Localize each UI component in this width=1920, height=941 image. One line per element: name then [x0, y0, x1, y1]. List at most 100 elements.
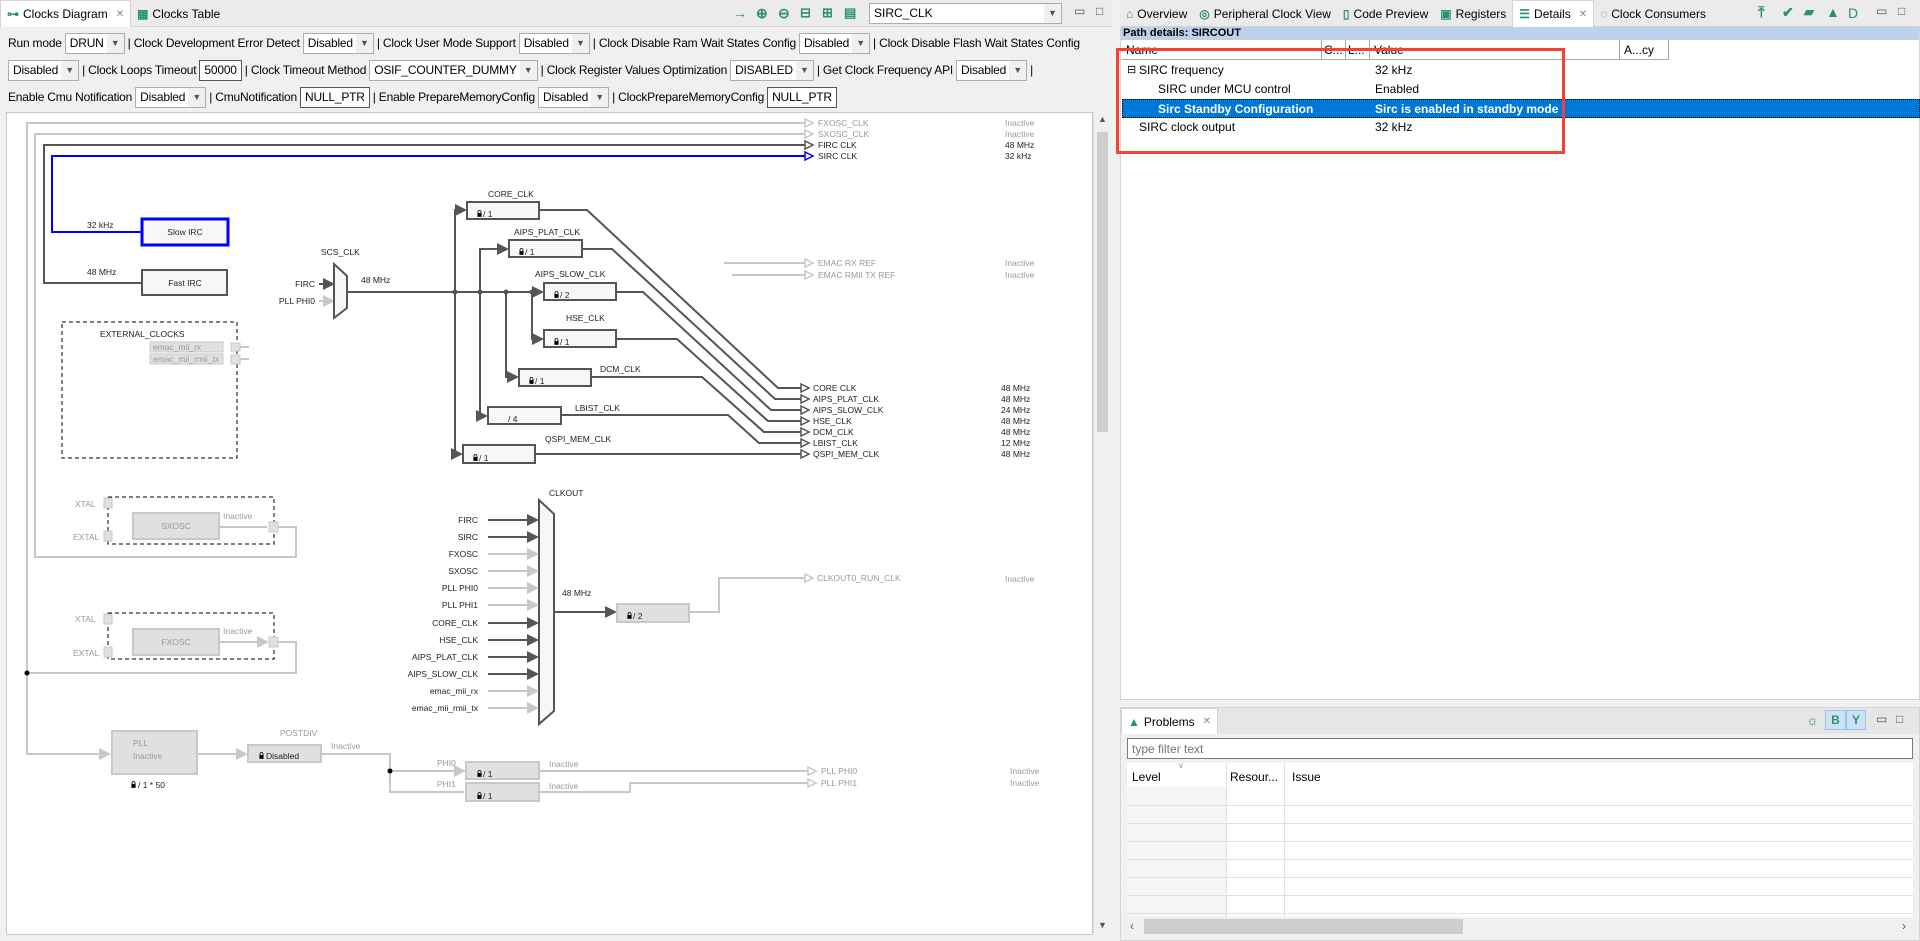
config-select[interactable]: Disabled ▼: [135, 87, 207, 108]
config-input[interactable]: 50000: [199, 60, 242, 81]
tab-code-preview[interactable]: ▯ Code Preview: [1337, 0, 1434, 27]
d-icon[interactable]: D: [1848, 5, 1859, 21]
sxosc-block[interactable]: [132, 512, 220, 540]
firc-clk-wire: [43, 144, 805, 284]
diagram-vertical-scrollbar[interactable]: ▲ ▼: [1093, 112, 1110, 935]
fit-page-icon[interactable]: ▤: [844, 5, 857, 20]
tab-clocks-diagram[interactable]: ⊶ Clocks Diagram ✕: [0, 0, 132, 27]
chevron-down-icon: ▼: [355, 34, 373, 53]
b-toggle-button[interactable]: B: [1825, 710, 1846, 730]
check-icon[interactable]: ✔: [1782, 4, 1794, 20]
details-row[interactable]: ⊟ SIRC frequency 32 kHz: [1122, 61, 1920, 80]
tab-registers[interactable]: ▣ Registers: [1434, 0, 1512, 27]
config-label: | Get Clock Frequency API: [816, 63, 954, 77]
fast-irc-block[interactable]: [141, 269, 228, 296]
config-label: | Clock User Mode Support: [376, 36, 516, 50]
tab-peripheral-clock-view[interactable]: ◎ Peripheral Clock View: [1193, 0, 1337, 27]
tab-problems[interactable]: ▲ Problems ✕: [1121, 708, 1218, 734]
firc-clk-arrow: [804, 139, 815, 151]
tab-details[interactable]: ☰ Details ✕: [1512, 0, 1595, 27]
lightbulb-icon[interactable]: ☼: [1806, 712, 1819, 728]
maximize-icon[interactable]: □: [1898, 4, 1906, 18]
close-icon[interactable]: ✕: [1202, 716, 1211, 727]
output-value: Inactive: [1010, 778, 1040, 788]
config-select[interactable]: Disabled ▼: [302, 33, 374, 54]
clock-config-bar: Run mode DRUN ▼ | Clock Development Error D…: [8, 33, 1108, 108]
divider-value: / 1: [535, 376, 545, 386]
qspi-mem-clk-divider[interactable]: [462, 444, 536, 464]
scroll-up-icon[interactable]: ▲: [1098, 114, 1107, 124]
maximize-icon[interactable]: □: [1896, 712, 1904, 726]
problems-horizontal-scrollbar[interactable]: ‹ ›: [1127, 918, 1913, 935]
scrollbar-thumb[interactable]: [1144, 919, 1463, 934]
arrow-right-icon[interactable]: →: [733, 5, 747, 21]
config-select[interactable]: Disabled ▼: [798, 33, 871, 54]
filter-icon[interactable]: Y: [1846, 710, 1866, 730]
clkout-mux[interactable]: [538, 497, 555, 727]
hse-clk-divider[interactable]: [543, 329, 617, 348]
zoom-in-icon[interactable]: ⊕: [756, 5, 768, 21]
close-icon[interactable]: ✕: [115, 8, 125, 20]
collapse-icon[interactable]: ⊟: [1127, 64, 1137, 76]
config-select[interactable]: Disabled ▼: [8, 60, 80, 81]
clkout-divider[interactable]: [616, 603, 690, 623]
config-input[interactable]: NULL_PTR: [299, 87, 370, 108]
minimize-icon[interactable]: ▭: [1876, 712, 1888, 726]
clock-select[interactable]: SIRC_CLK ▼: [869, 3, 1062, 24]
expand-top-icon[interactable]: ⤒: [1758, 4, 1765, 21]
row-value: Enabled: [1375, 82, 1420, 96]
external-clock-input[interactable]: emac_mii_rmii_tx: [153, 354, 220, 364]
config-select[interactable]: Disabled ▼: [518, 33, 590, 54]
config-select[interactable]: Disabled ▼: [538, 87, 610, 108]
divider-name: AIPS_PLAT_CLK: [514, 227, 580, 237]
tab-overview[interactable]: ⌂ Overview: [1120, 0, 1193, 27]
details-row[interactable]: SIRC under MCU control Enabled: [1122, 80, 1920, 99]
dcm-clk-divider[interactable]: [518, 368, 592, 387]
aips-plat-clk-divider[interactable]: [508, 239, 583, 258]
tab-clock-consumers[interactable]: ◌ Clock Consumers: [1594, 0, 1712, 27]
minimize-icon[interactable]: ▭: [1876, 4, 1888, 18]
scroll-right-icon[interactable]: ›: [1902, 919, 1906, 933]
config-select[interactable]: Disabled ▼: [956, 60, 1028, 81]
minimize-icon[interactable]: ▭: [1074, 4, 1086, 18]
details-row-selected[interactable]: Sirc Standby Configuration Sirc is enable…: [1122, 99, 1920, 118]
lbist-clk-divider[interactable]: [487, 406, 562, 425]
zoom-out-icon[interactable]: ⊖: [778, 5, 790, 21]
fxosc-block[interactable]: [132, 628, 220, 656]
column-issue[interactable]: Issue: [1292, 770, 1321, 784]
scrollbar-thumb[interactable]: [1097, 132, 1108, 432]
scs-input-label: FIRC: [295, 279, 315, 289]
config-select[interactable]: OSIF_COUNTER_DUMMY ▼: [369, 60, 538, 81]
core-clk-divider[interactable]: [466, 201, 540, 220]
phi1-divider[interactable]: [465, 782, 540, 802]
fit-width-icon[interactable]: ⊟: [800, 5, 811, 20]
problems-filter-input[interactable]: [1127, 738, 1913, 759]
scs-clk-mux[interactable]: [333, 261, 348, 321]
scroll-left-icon[interactable]: ‹: [1130, 919, 1134, 933]
list-icon: ☰: [1519, 7, 1531, 21]
column-level[interactable]: Level: [1132, 770, 1161, 784]
output-label: SXOSC_CLK: [818, 129, 869, 139]
fit-height-icon[interactable]: ⊞: [822, 5, 833, 20]
details-row[interactable]: SIRC clock output 32 kHz: [1122, 118, 1920, 137]
config-select[interactable]: DRUN ▼: [64, 33, 125, 54]
config-select[interactable]: DISABLED ▼: [730, 60, 814, 81]
tab-clocks-table[interactable]: ▦ Clocks Table: [131, 0, 226, 27]
close-icon[interactable]: ✕: [1578, 8, 1588, 20]
config-input[interactable]: NULL_PTR: [767, 87, 837, 108]
column-accuracy[interactable]: A...cy: [1620, 40, 1669, 60]
scroll-down-icon[interactable]: ▼: [1098, 920, 1107, 930]
maximize-icon[interactable]: □: [1096, 4, 1104, 18]
pll-block[interactable]: [111, 730, 198, 775]
clocks-diagram-canvas[interactable]: Slow IRC 32 kHz Fast IRC 48 MHz EXTERNAL…: [6, 112, 1093, 935]
postdiv-block[interactable]: [247, 744, 322, 763]
output-label: AIPS_SLOW_CLK: [813, 405, 884, 415]
column-resource[interactable]: Resour...: [1230, 770, 1279, 784]
warning-icon[interactable]: ▲: [1826, 4, 1840, 20]
lock-icon[interactable]: ▰: [1804, 4, 1814, 19]
row-name: Sirc Standby Configuration: [1158, 102, 1314, 116]
slow-irc-block[interactable]: [140, 217, 230, 247]
phi0-divider[interactable]: [465, 761, 540, 780]
external-clock-input[interactable]: emac_mii_rx: [153, 342, 202, 352]
aips-slow-clk-divider[interactable]: [543, 282, 617, 301]
